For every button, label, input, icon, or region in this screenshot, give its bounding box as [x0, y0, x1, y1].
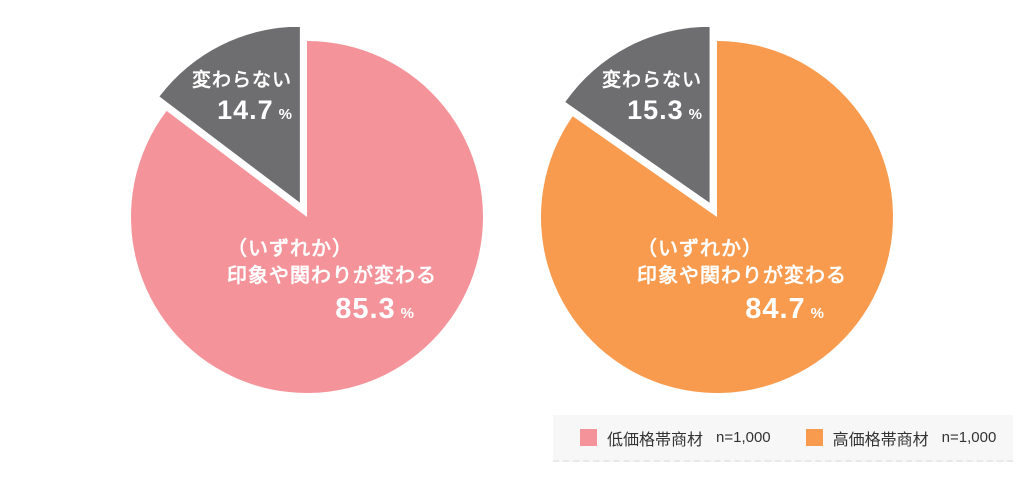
- legend-label-high-price: 高価格帯商材: [832, 431, 929, 449]
- slice-value-changes-high: 84.7%: [637, 293, 824, 330]
- legend-n-low-price: n=1,000: [716, 429, 771, 446]
- slice-label-unchanged-high: 変わらない 15.3%: [602, 69, 702, 130]
- slice-name-unchanged-high: 変わらない: [601, 70, 702, 91]
- legend-item-low-price: 低価格帯商材 n=1,000: [580, 426, 771, 450]
- pie-slice-changes: [541, 41, 894, 394]
- percent-sign: %: [278, 106, 292, 123]
- pie-chart-high-price: 変わらない 15.3% （いずれか） 印象や関わりが変わる 84.7%: [527, 27, 907, 407]
- slice-value-changes-low: 85.3%: [227, 293, 414, 330]
- pie-svg-high-price: [541, 27, 894, 394]
- slice-name-changes-high-line2: 印象や関わりが変わる: [637, 265, 847, 287]
- percent-sign: %: [810, 305, 824, 322]
- slice-percent-changes-high: 84.7: [745, 293, 806, 325]
- legend-label-low-price: 低価格帯商材: [607, 431, 704, 449]
- percent-sign: %: [400, 305, 414, 322]
- slice-label-unchanged-low: 変わらない 14.7%: [192, 69, 292, 130]
- pie-slice-changes: [130, 41, 483, 393]
- pie-slice-unchanged: [159, 27, 300, 203]
- legend-item-high-price: 高価格帯商材 n=1,000: [805, 426, 997, 450]
- slice-percent-changes-low: 85.3: [335, 293, 396, 325]
- pie-slice-unchanged: [565, 27, 710, 203]
- slice-name-changes-low-line1: （いずれか）: [227, 238, 353, 260]
- slice-value-unchanged-high: 15.3%: [602, 95, 702, 130]
- slice-name-changes-high-line1: （いずれか）: [637, 238, 763, 260]
- slice-label-changes-high: （いずれか） 印象や関わりが変わる 84.7%: [637, 236, 847, 330]
- chart-legend: 低価格帯商材 n=1,000 高価格帯商材 n=1,000: [553, 415, 1013, 462]
- legend-n-high-price: n=1,000: [941, 429, 997, 446]
- slice-percent-unchanged-high: 15.3: [627, 95, 684, 125]
- slice-name-unchanged-low: 変わらない: [191, 70, 292, 91]
- slice-percent-unchanged-low: 14.7: [217, 95, 274, 125]
- slice-label-changes-low: （いずれか） 印象や関わりが変わる 85.3%: [227, 236, 437, 330]
- legend-swatch-high-price-icon: [805, 429, 823, 446]
- pie-svg-low-price: [130, 27, 483, 393]
- pie-chart-low-price: 変わらない 14.7% （いずれか） 印象や関わりが変わる 85.3%: [117, 27, 497, 407]
- legend-swatch-low-price-icon: [580, 429, 597, 446]
- slice-value-unchanged-low: 14.7%: [192, 95, 292, 130]
- percent-sign: %: [688, 106, 702, 123]
- slice-name-changes-low-line2: 印象や関わりが変わる: [227, 265, 437, 287]
